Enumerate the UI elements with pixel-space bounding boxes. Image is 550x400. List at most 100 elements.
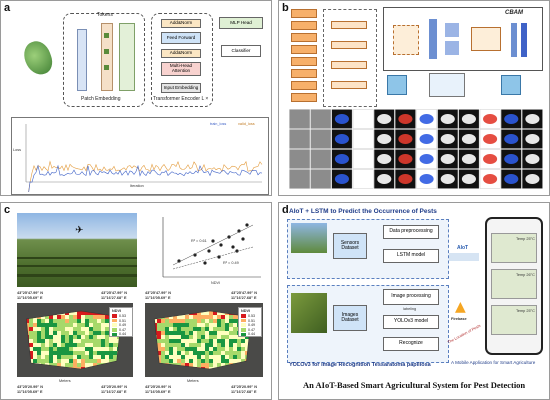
ndvi-cell: [53, 367, 57, 369]
ndvi-cell: [185, 347, 189, 351]
ndvi-cell: [241, 343, 245, 347]
ndvi-cell: [201, 347, 205, 351]
ndvi-cell: [154, 331, 157, 335]
phone-screen-item: Temp 25°C: [491, 305, 537, 335]
ndvi-cell: [81, 307, 85, 311]
ndvi-cell: [41, 315, 45, 319]
ndvi-cell: [233, 315, 237, 319]
ndvi-cell: [65, 323, 69, 327]
ndvi-cell: [249, 367, 252, 369]
ndvi-cell: [97, 367, 101, 369]
ndvi-cell: [237, 335, 241, 339]
ndvi-cell: [197, 323, 201, 327]
ndvi-cell: [257, 355, 261, 359]
ndvi-cell: [153, 375, 157, 377]
ndvi-cell: [105, 315, 109, 319]
ndvi-cell: [225, 367, 229, 369]
ndvi-cell: [161, 355, 165, 359]
ndvi-cell: [213, 343, 217, 347]
ndvi-cell: [49, 311, 53, 315]
ndvi-cell: [165, 351, 169, 355]
ndvi-cell: [221, 319, 225, 323]
ndvi-cell: [21, 355, 25, 359]
ndvi-cell: [225, 315, 229, 319]
ndvi-cell: [213, 331, 217, 335]
ndvi-cell: [21, 367, 25, 371]
ndvi-cell: [41, 331, 45, 335]
token-patch: [104, 33, 109, 38]
ndvi-cell: [45, 323, 49, 327]
ndvi-cell: [125, 355, 129, 359]
seg-mask: [334, 174, 349, 184]
ndvi-cell: [109, 347, 113, 351]
ndvi-cell: [113, 371, 117, 375]
ndvi-cell: [61, 371, 65, 375]
ndvi-cell: [85, 371, 89, 375]
ndvi-cell: [221, 367, 225, 369]
seg-mask: [483, 174, 498, 184]
ndvi-cell: [221, 303, 225, 307]
field-boundary: [154, 310, 252, 370]
ndvi-cell: [41, 363, 45, 367]
ndvi-cell: [201, 355, 205, 359]
ndvi-cell: [177, 347, 181, 351]
ndvi-cell: [53, 327, 57, 331]
ndvi-cell: [121, 371, 125, 375]
ndvi-cell: [197, 343, 201, 347]
ndvi-cell: [49, 339, 53, 343]
ndvi-cell: [157, 307, 161, 311]
ndvi-cell: [149, 307, 153, 311]
ndvi-cell: [77, 335, 81, 339]
ndvi-cell: [121, 339, 122, 343]
ndvi-cell: [257, 375, 261, 377]
ndvi-cell: [189, 355, 193, 359]
ndvi-cell: [101, 367, 105, 369]
ndvi-cell: [217, 347, 221, 351]
ndvi-cell: [53, 331, 57, 335]
ndvi-cell: [169, 307, 173, 311]
ndvi-cell: [77, 307, 81, 311]
ndvi-cell: [45, 327, 49, 331]
ndvi-cell: [37, 339, 41, 343]
ndvi-cell: [69, 335, 73, 339]
ndvi-cell: [33, 355, 37, 359]
ndvi-cell: [149, 303, 153, 307]
ndvi-cell: [201, 343, 205, 347]
ndvi-cell: [233, 331, 237, 335]
ndvi-cell: [17, 315, 21, 319]
seg-cell: [310, 149, 331, 169]
ndvi-cell: [201, 351, 205, 355]
ndvi-cell: [193, 343, 197, 347]
ndvi-cell: [241, 359, 245, 363]
ndvi-cell: [89, 311, 93, 315]
ndvi-cell: [213, 307, 217, 311]
location-of-pests-label: The Location of Pests: [447, 323, 482, 345]
ndvi-cell: [109, 335, 113, 339]
ndvi-cell: [154, 311, 157, 315]
ndvi-cell: [245, 343, 249, 347]
ndvi-cell: [77, 303, 81, 307]
ndvi-cell: [105, 339, 109, 343]
panel-c-label: c: [4, 204, 11, 216]
ndvi-cell: [29, 323, 33, 327]
ndvi-cell: [45, 335, 49, 339]
mobile-caption: A Mobile Application for Smart Agricultu…: [451, 360, 536, 365]
ndvi-cell: [197, 307, 201, 311]
ndvi-cell: [81, 367, 85, 369]
ndvi-cell: [77, 323, 81, 327]
ndvi-cell: [261, 347, 263, 351]
ndvi-cell: [81, 347, 85, 351]
ndvi-cell: [154, 343, 157, 347]
seg-mask: [461, 174, 476, 184]
ndvi-cell: [205, 367, 209, 369]
ndvi-cell: [173, 355, 177, 359]
ndvi-cell: [229, 343, 233, 347]
ndvi-cell: [21, 311, 25, 315]
ndvi-cell: [233, 351, 237, 355]
ndvi-cell: [177, 319, 181, 323]
fit-line: [172, 246, 254, 270]
yolo-caption: YOLOv3 for Image Recognition Tessaratoma…: [289, 362, 431, 368]
ndvi-cell: [57, 363, 61, 367]
ndvi-cell: [213, 303, 217, 307]
ndvi-cell: [193, 355, 197, 359]
